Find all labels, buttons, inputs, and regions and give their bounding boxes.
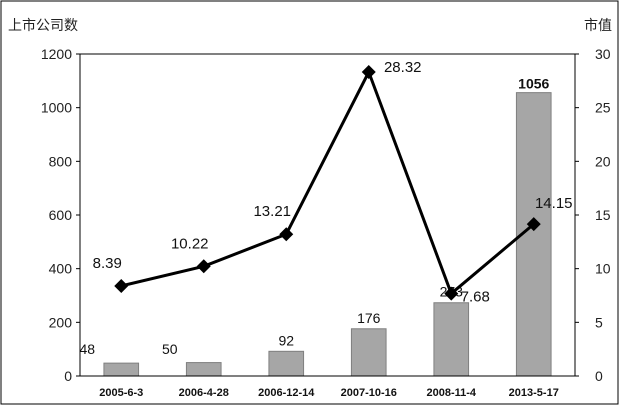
x-axis-ticks: 2005-6-3 2006-4-28 2006-12-14 2007-10-16 200… xyxy=(99,387,559,399)
bar-value-labels: 4850921762731056 xyxy=(79,76,549,357)
line-value-label: 13.21 xyxy=(253,203,291,220)
bar-value-label: 48 xyxy=(79,341,95,357)
line-series: 8.39 10.22 13.21 28.32 7.68 14.15 xyxy=(93,59,573,306)
y2-tick-label: 20 xyxy=(595,153,611,169)
y-tick-label: 600 xyxy=(49,207,73,223)
y2-tick-label: 5 xyxy=(595,314,603,330)
x-tick-label: 2007-10-16 xyxy=(341,387,397,399)
line-value-label: 8.39 xyxy=(93,255,122,272)
y-tick-label: 800 xyxy=(49,153,73,169)
line-value-label: 7.68 xyxy=(461,289,490,306)
line-point xyxy=(444,286,459,301)
y2-tick-label: 15 xyxy=(595,207,611,223)
y-tick-label: 1000 xyxy=(41,100,72,116)
y-tick-label: 0 xyxy=(64,368,72,384)
bar xyxy=(350,328,387,377)
line-value-label: 14.15 xyxy=(535,195,573,212)
line-point xyxy=(114,278,129,293)
x-tick-label: 2005-6-3 xyxy=(99,387,143,399)
y-axis-title: 上市公司数 xyxy=(8,17,78,33)
line-point xyxy=(196,259,211,274)
y2-tick-label: 10 xyxy=(595,261,611,277)
y2-axis-title: 市值 xyxy=(584,17,612,33)
x-tick-label: 2006-12-14 xyxy=(258,387,315,399)
bar-value-label: 176 xyxy=(357,310,381,326)
bar xyxy=(433,302,470,377)
bar-value-label: 92 xyxy=(278,332,294,348)
x-tick-label: 2006-4-28 xyxy=(179,387,229,399)
bar xyxy=(103,362,140,377)
bar xyxy=(185,362,222,377)
bar-value-label: 50 xyxy=(162,341,178,357)
bar-value-label: 1056 xyxy=(518,76,549,92)
line-value-label: 28.32 xyxy=(384,59,422,76)
y-axis-ticks: 0 200 400 600 800 1000 1200 xyxy=(41,46,80,384)
y2-tick-label: 25 xyxy=(595,100,611,116)
line-path xyxy=(120,68,535,297)
y-tick-label: 400 xyxy=(49,261,73,277)
line-point xyxy=(279,227,294,242)
y2-axis-ticks: 0 5 10 15 20 25 30 xyxy=(575,46,611,384)
line-point xyxy=(361,65,376,80)
x-tick-label: 2008-11-4 xyxy=(426,387,476,399)
bar xyxy=(268,350,305,377)
y-tick-label: 1200 xyxy=(41,46,72,62)
y2-tick-label: 0 xyxy=(595,368,603,384)
x-tick-label: 2013-5-17 xyxy=(509,387,559,399)
y-tick-label: 200 xyxy=(49,314,73,330)
line-value-label: 10.22 xyxy=(171,235,209,252)
line-point xyxy=(526,217,541,232)
y2-tick-label: 30 xyxy=(595,46,611,62)
